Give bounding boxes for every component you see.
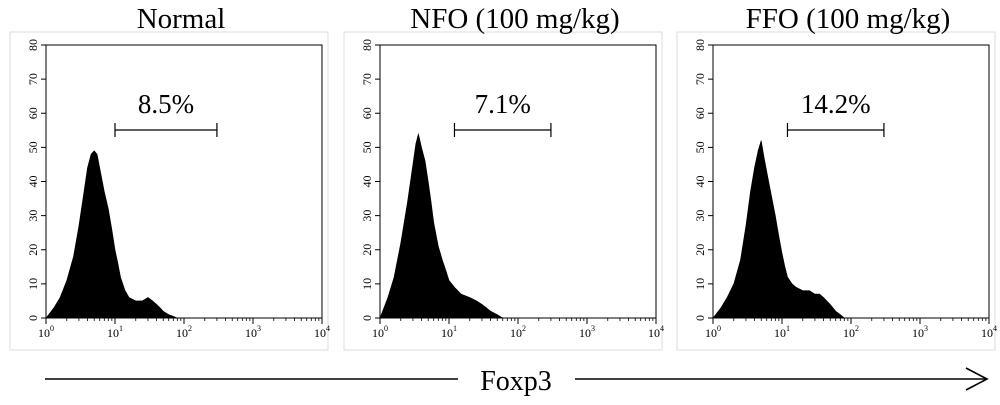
panel-1: NFO (100 mg/kg) 0 10 20 30 40 50 60 70 80 100 101 10… [343, 3, 664, 351]
y-tick-label: 40 [693, 176, 707, 188]
x-tick-label: 101 [774, 324, 790, 340]
y-tick-label: 10 [26, 278, 40, 290]
x-tick-label: 104 [314, 324, 330, 340]
y-tick-label: 60 [26, 107, 40, 119]
panel-title: NFO (100 mg/kg) [410, 3, 619, 35]
y-tick-label: 0 [360, 315, 374, 321]
panel-title: FFO (100 mg/kg) [746, 3, 951, 35]
histogram-area [712, 140, 846, 319]
y-tick-label: 80 [693, 39, 707, 51]
x-tick-label: 102 [176, 324, 192, 340]
y-tick-label: 20 [360, 244, 374, 256]
y-tick-label: 20 [26, 244, 40, 256]
y-tick-label: 50 [360, 141, 374, 153]
histogram-area [45, 150, 178, 319]
y-tick-label: 70 [26, 73, 40, 85]
y-tick-label: 30 [26, 210, 40, 222]
histogram-area [379, 133, 504, 319]
x-tick-label: 104 [648, 324, 664, 340]
y-tick-label: 30 [693, 210, 707, 222]
foxp3-axis-arrow: Foxp3 [45, 366, 989, 397]
y-tick-label: 70 [693, 73, 707, 85]
gate-percentage-label: 8.5% [138, 89, 194, 119]
panel-title: Normal [137, 3, 226, 35]
panel-frame [676, 31, 996, 351]
y-tick-label: 70 [360, 73, 374, 85]
gate-percentage-label: 14.2% [801, 89, 871, 119]
x-tick-label: 104 [981, 324, 997, 340]
panel-2: FFO (100 mg/kg) 0 10 20 30 40 50 60 70 80 100 101 10… [676, 3, 997, 351]
y-tick-label: 60 [360, 107, 374, 119]
x-tick-label: 103 [579, 324, 595, 340]
y-tick-label: 20 [693, 244, 707, 256]
x-tick-label: 103 [245, 324, 261, 340]
y-tick-label: 80 [360, 39, 374, 51]
x-tick-label: 101 [441, 324, 457, 340]
x-tick-label: 100 [372, 324, 388, 340]
y-tick-label: 50 [693, 141, 707, 153]
x-tick-label: 103 [912, 324, 928, 340]
x-tick-label: 100 [705, 324, 721, 340]
y-tick-label: 60 [693, 107, 707, 119]
y-tick-label: 40 [26, 176, 40, 188]
x-tick-label: 101 [107, 324, 123, 340]
panel-0: Normal 0 10 20 30 40 50 60 70 80 100 101 102 103 104 8.… [9, 3, 330, 351]
panel-frame [343, 31, 663, 351]
y-tick-label: 0 [693, 315, 707, 321]
y-tick-label: 30 [360, 210, 374, 222]
y-tick-label: 40 [360, 176, 374, 188]
y-tick-label: 10 [360, 278, 374, 290]
x-tick-label: 100 [38, 324, 54, 340]
x-axis-label: Foxp3 [480, 366, 552, 397]
panel-frame [9, 31, 329, 351]
x-tick-label: 102 [510, 324, 526, 340]
x-tick-label: 102 [843, 324, 859, 340]
y-tick-label: 80 [26, 39, 40, 51]
y-tick-label: 0 [26, 315, 40, 321]
gate-percentage-label: 7.1% [475, 89, 531, 119]
arrow-head [965, 367, 989, 391]
y-tick-label: 50 [26, 141, 40, 153]
y-tick-label: 10 [693, 278, 707, 290]
